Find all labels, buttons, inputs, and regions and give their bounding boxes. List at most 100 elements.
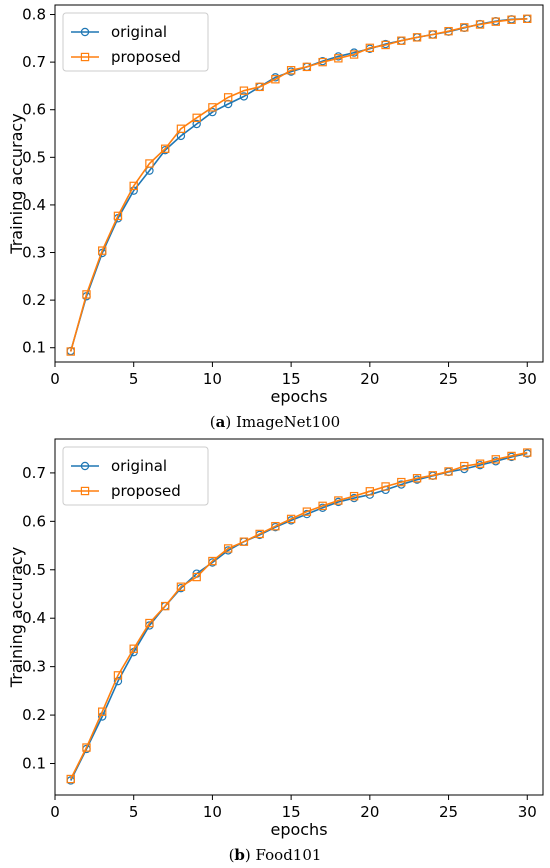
chart-b-point-proposed (271, 521, 280, 531)
chart-b-point-proposed (507, 451, 516, 461)
chart-b-point-proposed (444, 467, 453, 476)
chart-a-legend-label-proposed: proposed (111, 48, 181, 66)
chart-a-legend-box (62, 12, 209, 72)
chart-b-point-proposed (129, 644, 138, 653)
caption-b-letter: b (234, 846, 245, 864)
chart-b-point-proposed (239, 537, 249, 546)
chart-b-point-proposed (334, 496, 343, 505)
chart-b-y-tick-label: 0.3 (22, 658, 46, 676)
chart-b-legend-label-proposed: proposed (111, 482, 181, 500)
chart-b-x-tick-label: 30 (518, 803, 537, 821)
chart-a-y-tick-label: 0.7 (22, 53, 46, 71)
chart-a-legend: original proposed (62, 12, 209, 72)
chart-a-point-proposed (412, 33, 422, 42)
chart-b-y-tick-label: 0.6 (22, 512, 46, 530)
chart-a-point-proposed (66, 347, 75, 356)
chart-a-point-proposed (491, 17, 500, 26)
chart-a-point-proposed (129, 181, 138, 191)
chart-a-y-tick-label: 0.4 (22, 196, 46, 214)
chart-b-point-proposed (145, 618, 154, 628)
caption-b-text: Food101 (255, 846, 322, 864)
chart-b-series-original-line (70, 452, 528, 781)
caption-b: (b) Food101 (228, 846, 322, 864)
chart-a-point-proposed (460, 23, 469, 32)
chart-b-point-proposed (412, 474, 422, 483)
chart-b-point-proposed (255, 529, 264, 539)
chart-b-point-proposed (475, 459, 485, 468)
chart-a-point-proposed (271, 75, 280, 84)
chart-a-point-proposed (113, 211, 123, 221)
chart-b-point-proposed (82, 743, 91, 752)
chart-b-point-proposed (302, 507, 312, 516)
chart-b-y-tick-label: 0.2 (22, 706, 46, 724)
chart-a-point-proposed (192, 113, 201, 123)
chart-a-point-proposed (507, 15, 516, 24)
chart-a-point-proposed (82, 290, 91, 299)
chart-a-point-proposed (444, 26, 453, 36)
chart-b-point-proposed (223, 544, 233, 553)
chart-b-legend-marker-proposed (80, 486, 90, 496)
chart-b-point-proposed (98, 707, 107, 716)
chart-a-legend-marker-original (80, 27, 90, 37)
chart-b-y-tick-label: 0.4 (22, 609, 46, 627)
caption-a: (a) ImageNet100 (209, 413, 341, 431)
chart-a-point-proposed (145, 159, 154, 168)
chart-a-y-tick-label: 0.2 (22, 291, 46, 309)
chart-b-point-proposed (192, 572, 201, 582)
chart-b-x-tick-label: 20 (360, 803, 379, 821)
chart-a-point-proposed (176, 124, 186, 133)
chart-b-legend-label-original: original (111, 457, 167, 475)
chart-a-y-axis-label: Training accuracy (7, 113, 26, 254)
chart-b-x-tick-label: 10 (203, 803, 222, 821)
chart-b-legend: original proposed (62, 446, 209, 506)
chart-a-point-proposed (318, 57, 327, 67)
chart-b-point-proposed (397, 477, 406, 487)
chart-b-legend-box (62, 446, 209, 506)
chart-a-y-tick-label: 0.8 (22, 6, 46, 24)
chart-a-point-proposed (286, 66, 296, 75)
chart-b-point-proposed (491, 455, 500, 464)
chart-a-y-tick-label: 0.3 (22, 244, 46, 262)
chart-b-series-proposed-line (70, 451, 528, 780)
chart-b-point-proposed (113, 671, 123, 680)
chart-a-point-proposed (160, 144, 170, 153)
chart-a-point-proposed (223, 93, 233, 102)
chart-a-y-tick-label: 0.5 (22, 148, 46, 166)
chart-b-point-proposed (349, 491, 359, 501)
chart-a-point-proposed (523, 14, 532, 24)
chart-a-point-original (208, 107, 217, 117)
chart-a-x-tick-label: 10 (203, 370, 222, 388)
chart-a: 0 5 10 15 20 25 30 0.1 0.2 0.3 0.4 0.5 0.6 0.7 0.8 epoc… (7, 4, 544, 406)
chart-a-x-axis-label: epochs (270, 387, 327, 406)
chart-b-plot-frame (54, 438, 544, 796)
chart-a-point-proposed (428, 30, 438, 39)
chart-a-plot-frame (54, 4, 544, 363)
chart-a-point-proposed (334, 54, 343, 63)
chart-a-point-proposed (475, 20, 485, 29)
chart-b-point-proposed (428, 471, 438, 480)
chart-b-point-proposed (318, 501, 327, 511)
chart-a-x-tick-label: 30 (518, 370, 537, 388)
chart-b-x-axis-label: epochs (270, 820, 327, 839)
chart-b: 0 5 10 15 20 25 30 0.1 0.2 0.3 0.4 0.5 0.6 0.7 epochs T… (7, 438, 544, 839)
chart-a-point-proposed (397, 36, 406, 45)
chart-a-point-proposed (239, 86, 249, 95)
chart-a-legend-label-original: original (111, 23, 167, 41)
chart-a-point-proposed (208, 103, 217, 112)
chart-b-point-proposed (523, 448, 532, 457)
chart-a-x-tick-label: 20 (360, 370, 379, 388)
chart-b-x-tick-label: 5 (129, 803, 139, 821)
chart-b-point-proposed (381, 482, 390, 491)
chart-b-point-proposed (208, 556, 217, 566)
chart-b-y-tick-label: 0.7 (22, 464, 46, 482)
chart-b-y-tick-label: 0.1 (22, 755, 46, 773)
chart-a-point-proposed (365, 43, 375, 53)
chart-b-point-proposed (176, 582, 186, 591)
caption-a-text: ImageNet100 (235, 413, 341, 431)
chart-a-y-tick-label: 0.6 (22, 101, 46, 119)
caption-a-letter: a (215, 413, 226, 431)
chart-b-point-proposed (66, 774, 75, 784)
chart-b-legend-marker-original (80, 461, 90, 471)
chart-b-x-tick-label: 25 (439, 803, 458, 821)
chart-b-y-axis-label: Training accuracy (7, 547, 26, 688)
